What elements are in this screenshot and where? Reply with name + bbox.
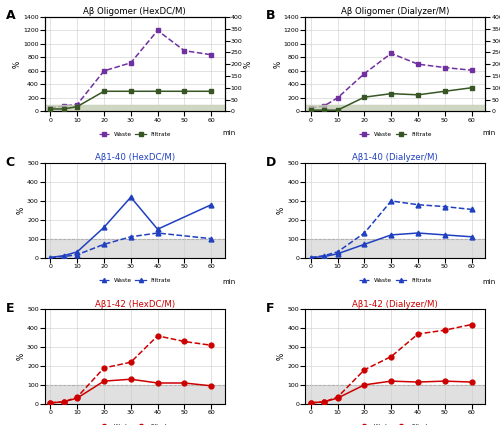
Y-axis label: %: % [16, 353, 26, 360]
Bar [45, 239, 224, 258]
Bar [45, 105, 224, 111]
Bar [306, 105, 485, 111]
Y-axis label: %: % [277, 207, 286, 214]
Title: Aβ1-40 (Dialyzer/M): Aβ1-40 (Dialyzer/M) [352, 153, 438, 162]
Text: E: E [6, 302, 14, 315]
Legend: Waste, Filtrate: Waste, Filtrate [358, 278, 432, 283]
Y-axis label: %: % [277, 353, 286, 360]
Y-axis label: %: % [273, 61, 282, 68]
Bar [306, 239, 485, 258]
Bar [45, 105, 224, 111]
Y-axis label: %: % [12, 61, 22, 68]
Y-axis label: %: % [244, 61, 253, 68]
Text: min: min [222, 130, 235, 136]
Title: Aβ1-42 (HexDC/M): Aβ1-42 (HexDC/M) [94, 300, 175, 309]
Title: Aβ1-42 (Dialyzer/M): Aβ1-42 (Dialyzer/M) [352, 300, 438, 309]
Legend: Waste, Filtrate: Waste, Filtrate [98, 424, 172, 425]
Text: F: F [266, 302, 274, 315]
Legend: Waste, Filtrate: Waste, Filtrate [98, 131, 172, 137]
Legend: Waste, Filtrate: Waste, Filtrate [358, 424, 432, 425]
Legend: Waste, Filtrate: Waste, Filtrate [98, 278, 172, 283]
Text: min: min [222, 279, 235, 285]
Text: A: A [6, 9, 15, 23]
Text: min: min [482, 130, 496, 136]
Text: B: B [266, 9, 276, 23]
Text: min: min [482, 279, 496, 285]
Bar [306, 385, 485, 404]
Legend: Waste, Filtrate: Waste, Filtrate [358, 131, 432, 137]
Y-axis label: %: % [16, 207, 26, 214]
Bar [45, 385, 224, 404]
Text: C: C [6, 156, 15, 169]
Bar [306, 105, 485, 111]
Text: D: D [266, 156, 276, 169]
Title: Aβ1-40 (HexDC/M): Aβ1-40 (HexDC/M) [94, 153, 175, 162]
Title: Aβ Oligomer (Dialyzer/M): Aβ Oligomer (Dialyzer/M) [341, 7, 450, 16]
Title: Aβ Oligomer (HexDC/M): Aβ Oligomer (HexDC/M) [84, 7, 186, 16]
